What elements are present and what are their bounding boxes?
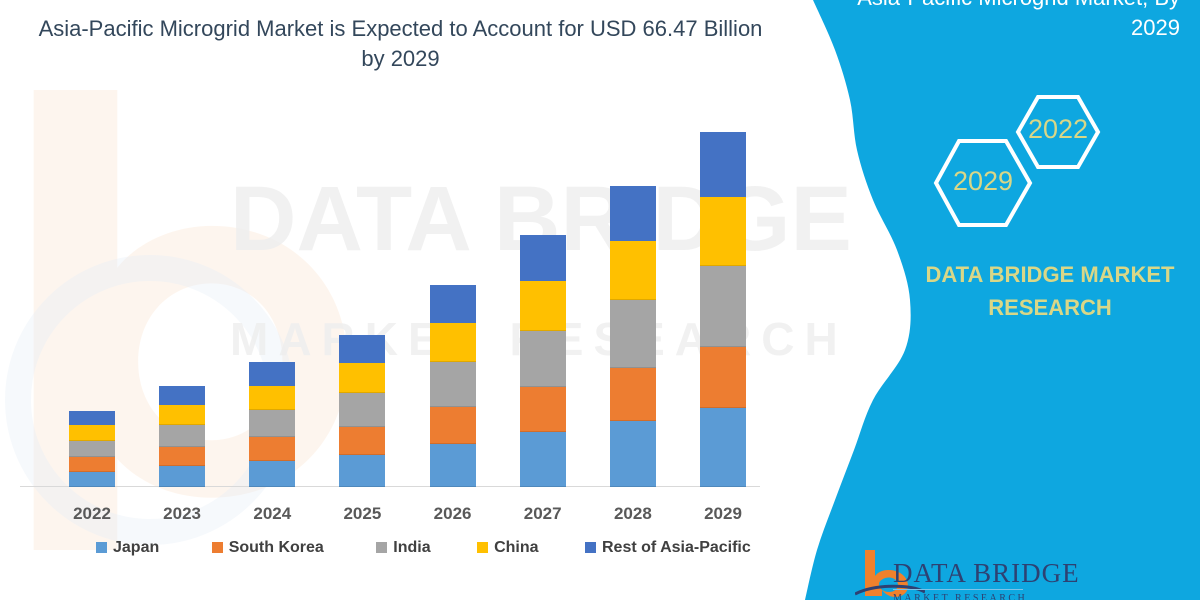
svg-text:2029: 2029 xyxy=(953,166,1013,196)
svg-text:2022: 2022 xyxy=(1028,114,1088,144)
